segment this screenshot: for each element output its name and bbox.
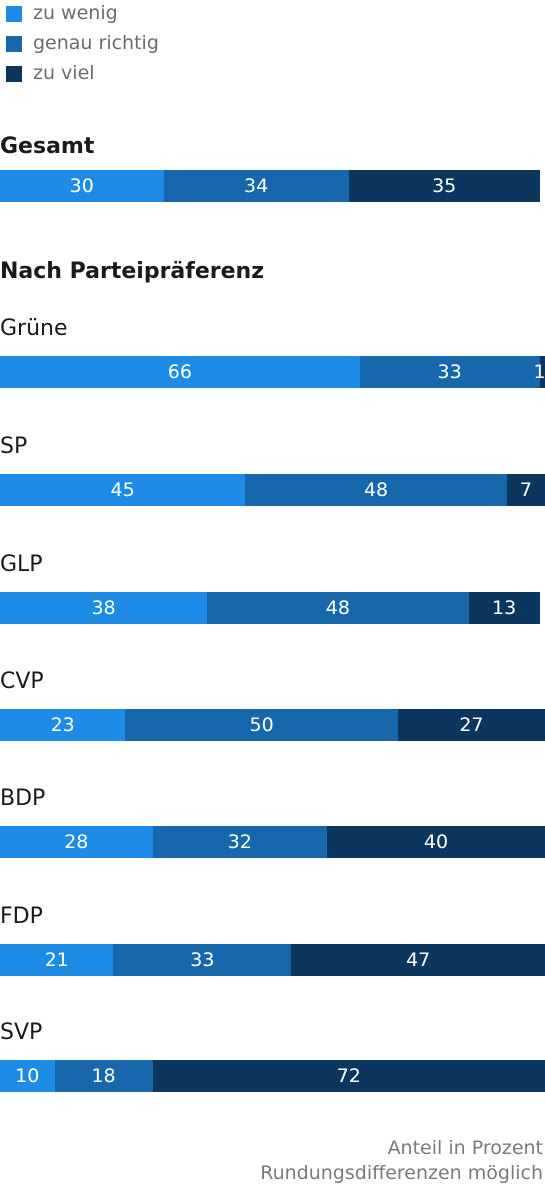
bar-segment-svp-zu-viel [152, 1060, 545, 1092]
data-label-cvp-zu-wenig: 23 [50, 714, 75, 736]
data-label-bdp-zu-viel: 40 [423, 831, 449, 853]
data-label-glp-genau-richtig: 48 [325, 597, 350, 619]
legend-swatch-genau-richtig [6, 36, 22, 52]
bar-bdp: 28 32 40 [0, 826, 545, 858]
group-label-sp: SP [0, 434, 28, 459]
bar-segment-gesamt-zu-wenig [0, 170, 164, 202]
bar-grune: 66 33 1 [0, 356, 545, 388]
data-label-svp-genau-richtig: 18 [91, 1065, 116, 1087]
bar-segment-cvp-zu-wenig [0, 709, 126, 741]
data-label-svp-zu-viel: 72 [336, 1065, 361, 1087]
legend-label-genau-richtig: genau richtig [33, 32, 159, 54]
group-label-svp: SVP [0, 1020, 43, 1045]
bar-segment-sp-zu-viel [506, 474, 545, 506]
data-label-sp-zu-viel: 7 [519, 479, 532, 501]
data-label-cvp-genau-richtig: 50 [249, 714, 274, 736]
bar-segment-grune-zu-wenig [0, 356, 360, 388]
bar-segment-grune-genau-richtig [359, 356, 540, 388]
data-label-glp-zu-viel: 13 [492, 597, 517, 619]
data-label-svp-zu-wenig: 10 [15, 1065, 40, 1087]
data-label-gesamt-zu-viel: 35 [432, 175, 457, 197]
data-label-bdp-genau-richtig: 32 [227, 831, 252, 853]
bar-segment-cvp-zu-viel [397, 709, 545, 741]
bar-svp: 10 18 72 [0, 1060, 545, 1092]
data-label-glp-zu-wenig: 38 [91, 597, 116, 619]
group-label-grune: Grüne [0, 316, 68, 341]
bar-segment-bdp-zu-wenig [0, 826, 153, 858]
data-label-fdp-zu-wenig: 21 [44, 949, 69, 971]
bar-segment-glp-zu-viel [468, 592, 540, 624]
data-label-fdp-zu-viel: 47 [406, 949, 431, 971]
bar-segment-fdp-genau-richtig [113, 944, 292, 976]
group-label-bdp: BDP [0, 786, 46, 811]
bar-segment-bdp-genau-richtig [152, 826, 327, 858]
bar-segment-fdp-zu-wenig [0, 944, 114, 976]
data-label-sp-zu-wenig: 45 [110, 479, 135, 501]
bar-glp: 38 48 13 [0, 592, 545, 624]
data-label-gesamt-genau-richtig: 34 [244, 175, 269, 197]
bar-segment-cvp-genau-richtig [125, 709, 398, 741]
group-label-fdp: FDP [0, 904, 43, 929]
bar-cvp: 23 50 27 [0, 709, 545, 741]
bar-segment-glp-genau-richtig [207, 592, 469, 624]
bar-segment-grune-zu-viel [539, 356, 545, 388]
bar-sp: 45 48 7 [0, 474, 545, 506]
data-label-bdp-zu-wenig: 28 [64, 831, 89, 853]
bar-segment-svp-genau-richtig [54, 1060, 153, 1092]
bar-segment-fdp-zu-viel [291, 944, 545, 976]
data-label-fdp-genau-richtig: 33 [190, 949, 215, 971]
footnote-unit: Anteil in Prozent [387, 1137, 543, 1159]
legend-swatch-zu-viel [6, 66, 22, 82]
section-title-gesamt: Gesamt [0, 134, 95, 159]
bar-segment-bdp-zu-viel [327, 826, 545, 858]
bar-gesamt: 30 34 35 [0, 170, 545, 202]
legend-label-zu-viel: zu viel [33, 62, 95, 84]
footnote-rounding: Rundungsdifferenzen möglich [260, 1162, 543, 1184]
data-label-grune-zu-viel: 1 [533, 361, 545, 383]
group-label-glp: GLP [0, 552, 43, 577]
data-label-gesamt-zu-wenig: 30 [69, 175, 94, 197]
data-label-grune-zu-wenig: 66 [167, 361, 192, 383]
bar-segment-svp-zu-wenig [0, 1060, 55, 1092]
bar-segment-gesamt-zu-viel [348, 170, 540, 202]
legend-label-zu-wenig: zu wenig [33, 2, 118, 24]
legend-swatch-zu-wenig [6, 6, 22, 22]
data-label-cvp-zu-viel: 27 [459, 714, 484, 736]
bar-segment-sp-genau-richtig [245, 474, 507, 506]
data-label-grune-genau-richtig: 33 [437, 361, 462, 383]
bar-fdp: 21 33 47 [0, 944, 545, 976]
bar-segment-sp-zu-wenig [0, 474, 246, 506]
section-title-parteipraeferenz: Nach Parteipräferenz [0, 259, 264, 284]
group-label-cvp: CVP [0, 669, 44, 694]
bar-segment-gesamt-genau-richtig [163, 170, 349, 202]
data-label-sp-genau-richtig: 48 [363, 479, 389, 501]
bar-segment-glp-zu-wenig [0, 592, 208, 624]
